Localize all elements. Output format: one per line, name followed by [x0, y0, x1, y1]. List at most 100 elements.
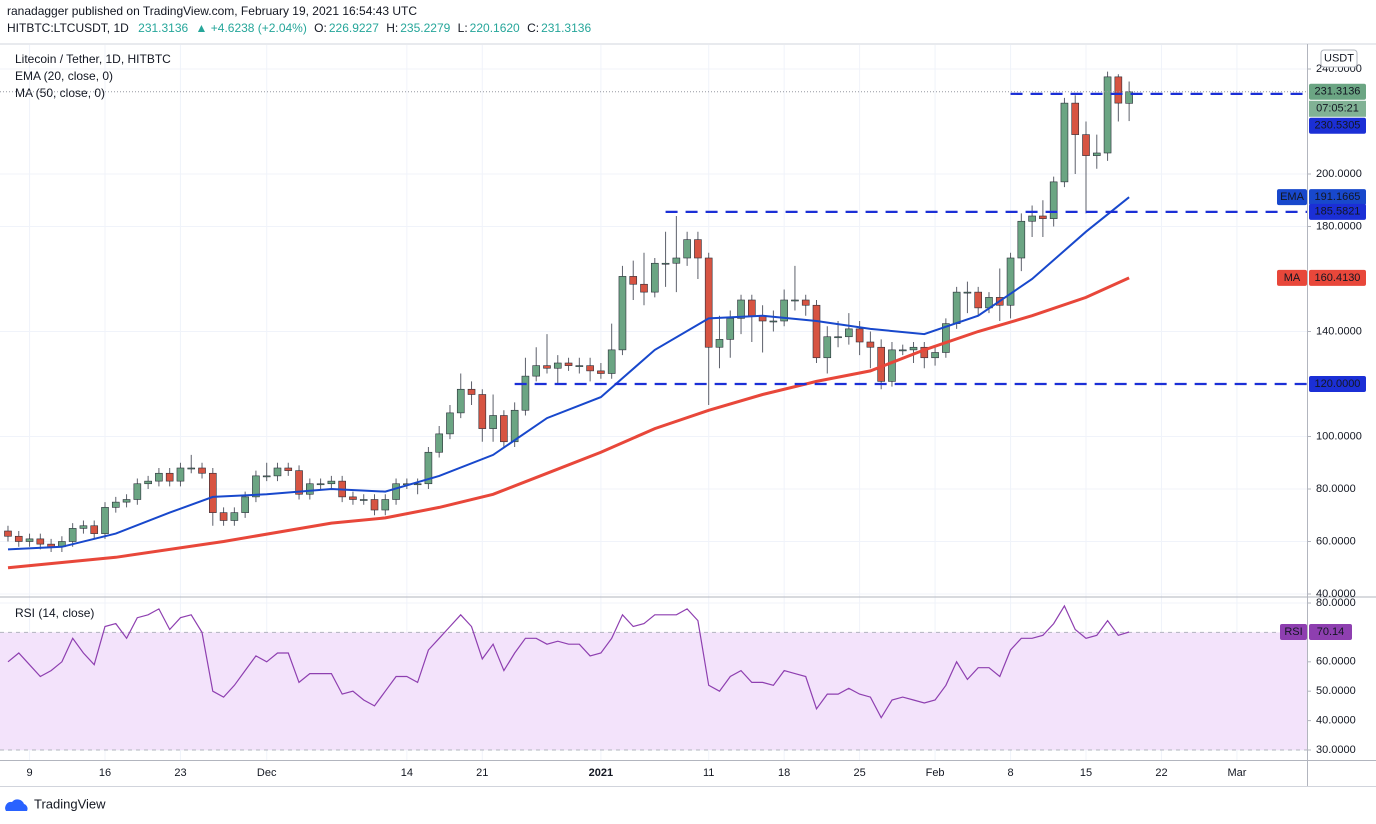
indicator-value-box: [1309, 189, 1366, 206]
x-tick-label: 14: [401, 767, 413, 779]
y-tick-label: 30.0000: [1316, 744, 1356, 756]
x-tick-label: 16: [99, 767, 111, 779]
change: ▲ +4.6238 (+2.04%): [196, 21, 307, 35]
countdown: 07:05:21: [1316, 103, 1359, 115]
plot: EMA (20, close, 0) MA (50, close, 0) Litec…: [0, 52, 1307, 719]
x-tick-label: Dec: [257, 767, 277, 779]
x-tick-label: 23: [174, 767, 186, 779]
candle-body: [176, 467, 185, 482]
indicator-value-text: 191.1665: [1315, 191, 1361, 203]
indicator-value-box: [1309, 623, 1352, 640]
legend-entry: MA (50, close, 0): [15, 86, 105, 100]
candle-body: [435, 433, 443, 453]
candle-body: [392, 483, 400, 500]
candle-body: [898, 349, 907, 352]
candle-body: [198, 467, 206, 474]
candle-body: [381, 499, 390, 511]
candle-body: [888, 349, 896, 382]
x-tick-label: 25: [853, 767, 865, 779]
candle-body: [370, 499, 379, 511]
candle-body: [133, 483, 142, 500]
candle-body: [543, 365, 551, 369]
candle-body: [122, 499, 131, 503]
indicator-value-text: 70.14: [1317, 626, 1345, 638]
candle-body: [359, 499, 368, 501]
y-tick-label: 140.0000: [1316, 325, 1362, 337]
candle-body: [1125, 91, 1133, 104]
level-box: [1309, 203, 1366, 220]
candle-body: [155, 472, 163, 482]
candle-body: [467, 388, 476, 395]
candle-body: [230, 512, 239, 521]
candle-body: [284, 467, 293, 471]
last-price-box: [1309, 83, 1366, 100]
last-price-text: 231.3136: [1315, 86, 1361, 98]
y-tick-label: 100.0000: [1316, 430, 1362, 442]
candle-body: [532, 365, 541, 377]
candle-body: [349, 496, 357, 500]
candle-body: [812, 304, 821, 359]
candle-body: [672, 257, 681, 264]
candle-body: [823, 336, 832, 359]
candle-body: [25, 538, 34, 542]
candle-body: [1049, 181, 1058, 219]
candle-body: [737, 299, 745, 319]
axis: 9 16 23 Dec 14 21 2021 11 18 25 Feb 8 15 22 Mar 40.0000…: [26, 49, 1366, 779]
candle-body: [586, 365, 594, 372]
candle-body: [489, 415, 497, 429]
candle-body: [942, 323, 950, 353]
candle-body: [14, 535, 23, 542]
candle-body: [694, 239, 702, 259]
ohlc-label: H:: [386, 21, 398, 35]
candle-body: [1017, 220, 1026, 259]
candle-body: [1028, 215, 1036, 222]
candle-body: [36, 538, 45, 545]
y-tick-label: 80.0000: [1316, 597, 1356, 609]
candle-body: [748, 299, 756, 317]
candle-body: [316, 483, 325, 486]
x-tick-label: 9: [26, 767, 32, 779]
candle-body: [219, 512, 228, 521]
candle-body: [834, 336, 842, 339]
frame: [0, 43, 1376, 787]
candle-body: [510, 409, 519, 443]
candle-body: [629, 276, 638, 285]
candle-body: [1071, 102, 1080, 135]
candle-body: [726, 318, 735, 340]
candle-body: [704, 257, 713, 348]
candle-body: [327, 480, 336, 485]
x-tick-label: 22: [1155, 767, 1167, 779]
candle-body: [855, 328, 864, 343]
ohlc-value: 220.1620: [470, 21, 520, 35]
candle-body: [456, 388, 465, 414]
candle-body: [1082, 134, 1090, 156]
candle-body: [413, 483, 422, 486]
symbol-line: HITBTC:LTCUSDT, 1D 231.3136 ▲ +4.6238 (+…: [7, 21, 591, 35]
brand: TradingView: [34, 796, 106, 811]
candle-body: [683, 239, 691, 259]
symbol: HITBTC:LTCUSDT, 1D: [7, 21, 129, 35]
level-text: 230.5305: [1315, 120, 1361, 132]
ohlc-label: C:: [527, 21, 539, 35]
candle-body: [780, 299, 788, 322]
candle-body: [661, 262, 670, 265]
level-box: [1309, 376, 1366, 393]
indicator-value-text: 160.4130: [1315, 272, 1361, 284]
candle-body: [575, 365, 584, 367]
ohlc-label: L:: [458, 21, 468, 35]
candle-body: [144, 480, 152, 485]
candle-body: [640, 283, 648, 293]
candle-body: [1060, 102, 1069, 183]
x-tick-label: 15: [1080, 767, 1092, 779]
x-tick-label: Mar: [1227, 767, 1246, 779]
footer-logo: TradingView: [5, 796, 106, 811]
indicator-value-box: [1309, 269, 1366, 286]
candle-body: [801, 299, 810, 306]
candle-body: [607, 349, 616, 374]
x-tick-label: 11: [703, 767, 714, 779]
tag-box: [1280, 623, 1307, 640]
candle-body: [295, 470, 303, 495]
candle-body: [564, 362, 573, 366]
y-tick-label: 200.0000: [1316, 168, 1362, 180]
